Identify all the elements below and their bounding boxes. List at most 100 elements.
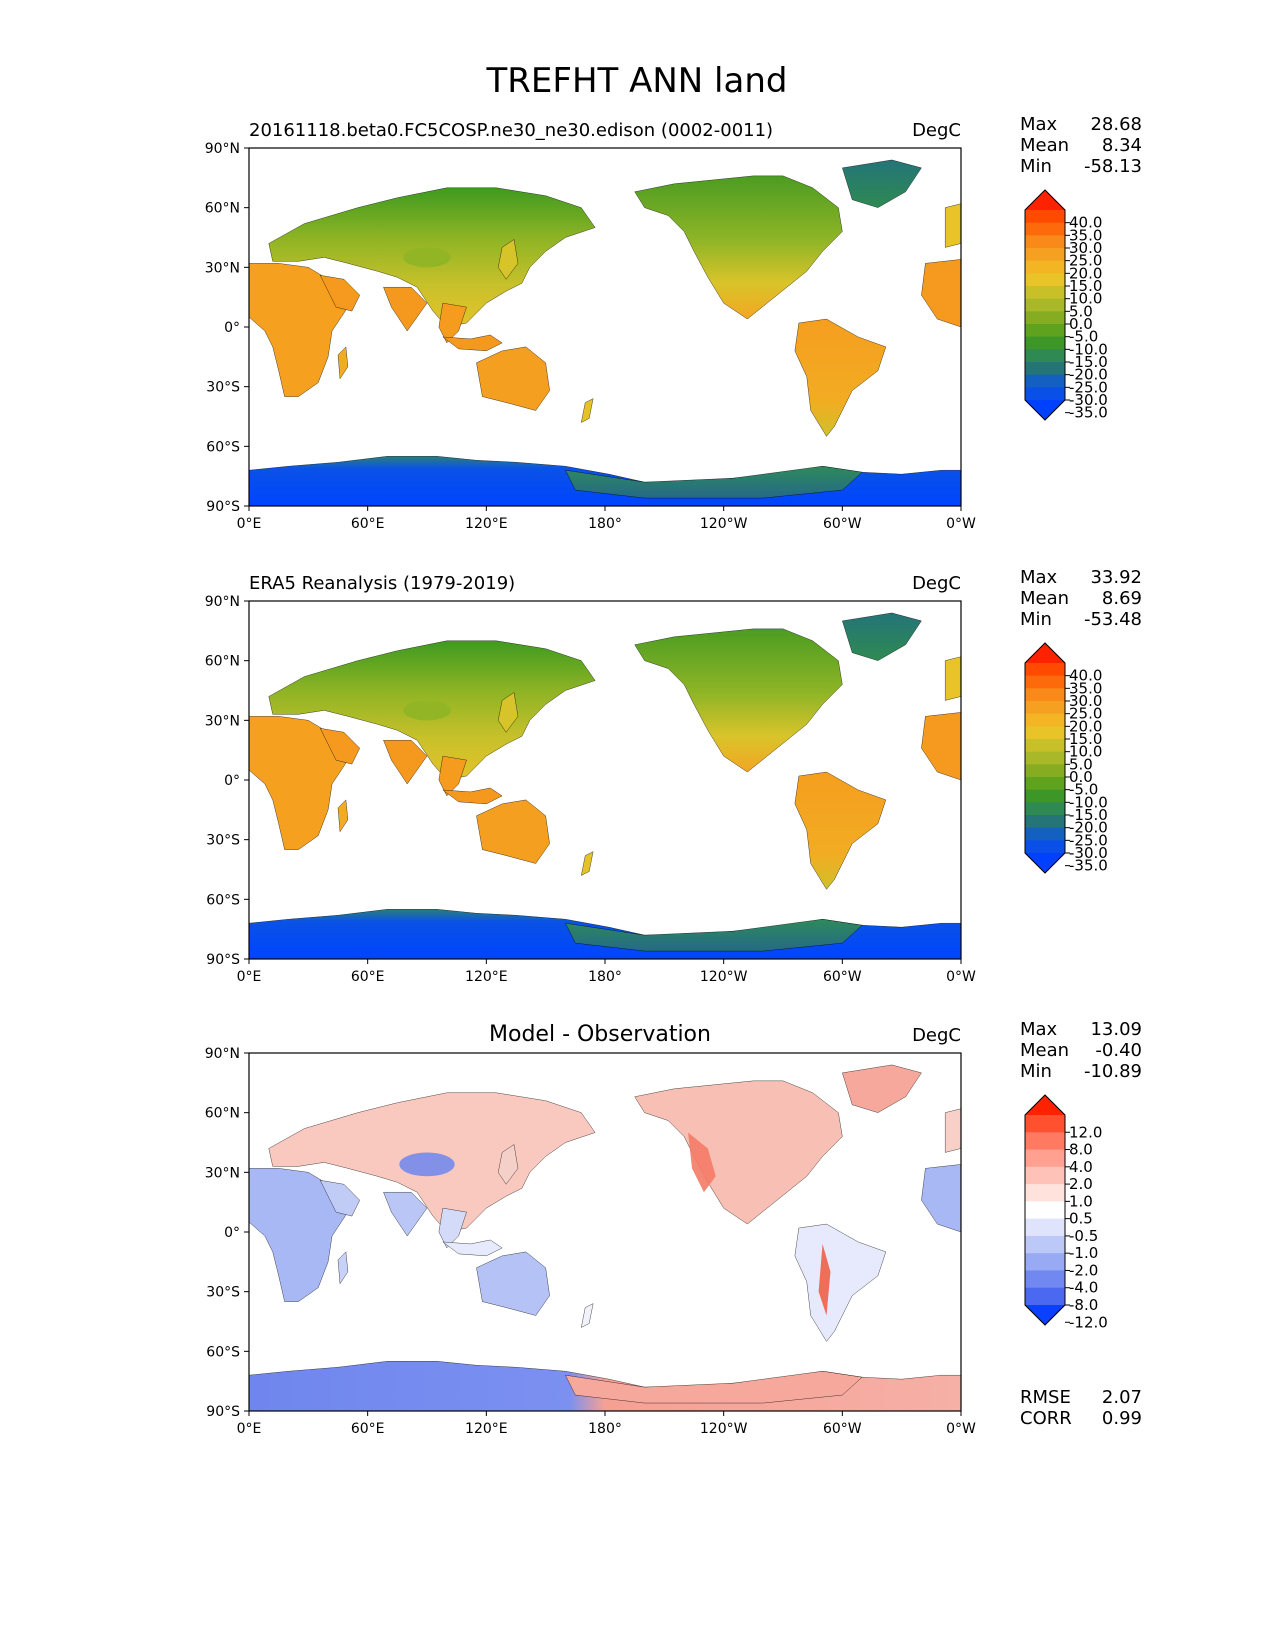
colorbar-swatch [1025,1218,1065,1237]
lat-tick-label: 60°S [206,892,240,908]
stat-label: Max [1020,1019,1058,1040]
colorbar-tick-label: 5.0 [1069,755,1093,773]
colorbar-tick-label: -8.0 [1069,1296,1098,1314]
colorbar-swatch [1025,1132,1065,1151]
colorbar-swatch [1025,1166,1065,1185]
colorbar-tick-label: 0.0 [1069,768,1093,786]
lon-tick-label: 0°E [237,1421,262,1437]
colorbar-swatch [1025,235,1065,249]
colorbar-extend-max [1025,1095,1065,1115]
lon-tick-label: 60°W [823,969,862,985]
colorbar-tick-label: -30.0 [1069,391,1108,409]
colorbar-tick-label: -25.0 [1069,831,1108,849]
colorbar-swatch [1025,827,1065,841]
panel-units: DegC [912,1025,961,1046]
colorbar-tick-label: 20.0 [1069,264,1102,282]
colorbar-swatch [1025,1270,1065,1289]
stat-value: 33.92 [1090,567,1142,588]
colorbar-swatch [1025,802,1065,816]
colorbar: 40.035.030.025.020.015.010.05.00.0-5.0-1… [1024,189,1108,422]
map-area [249,148,961,506]
na-land [635,1081,843,1224]
colorbar-tick-label: 2.0 [1069,1175,1093,1193]
lat-tick-label: 0° [224,320,240,336]
na-land [635,176,843,319]
colorbar-extend-min [1025,853,1065,873]
extra-stat-value: 0.99 [1102,1408,1142,1429]
andes-anomaly [818,1243,831,1316]
australia-land [476,800,549,864]
lon-tick-label: 60°E [351,969,385,985]
colorbar-tick-label: 12.0 [1069,1123,1102,1141]
stat-value: -53.48 [1084,609,1142,630]
colorbar-tick-label: -1.0 [1069,1244,1098,1262]
colorbar-extend-min [1025,1305,1065,1325]
europe-edge-land [945,657,961,701]
colorbar-swatch [1025,260,1065,274]
colorbar-tick-label: -5.0 [1069,781,1098,799]
lat-tick-label: 30°N [205,1165,240,1181]
map-area [249,601,961,959]
colorbar-swatch [1025,840,1065,854]
nz-land [581,852,593,876]
map-area [249,1053,961,1411]
colorbar-swatch [1025,1149,1065,1168]
panel-diff: Model - Observation DegC 90°N 60°N 30°N 0° 30°… [205,1019,1142,1437]
lat-tick-label: 90°N [205,141,240,157]
colorbar-swatch [1025,362,1065,376]
west-antarctica-land [565,1371,862,1403]
panel-title: ERA5 Reanalysis (1979-2019) [249,573,515,594]
arabia-land [320,1180,360,1216]
lon-tick-label: 60°W [823,1421,862,1437]
stat-label: Mean [1020,1040,1069,1061]
colorbar-swatch [1025,1235,1065,1254]
lon-tick-label: 60°W [823,516,862,532]
colorbar-swatch [1025,688,1065,702]
colorbar-tick-label: 25.0 [1069,705,1102,723]
colorbar-tick-label: -25.0 [1069,378,1108,396]
panel-units: DegC [912,120,961,141]
japan-land [498,1144,518,1184]
lat-tick-label: 90°N [205,594,240,610]
colorbar-tick-label: -5.0 [1069,328,1098,346]
colorbar-tick-label: 10.0 [1069,743,1102,761]
colorbar-tick-label: -10.0 [1069,793,1108,811]
lat-tick-label: 30°N [205,713,240,729]
madagascar-land [338,800,348,832]
colorbar-tick-label: 5.0 [1069,302,1093,320]
lat-tick-label: 60°N [205,654,240,670]
lon-tick-label: 120°W [700,969,748,985]
lon-tick-label: 0°E [237,969,262,985]
westafrica-edge-land [921,259,961,327]
colorbar-swatch [1025,701,1065,715]
sa-land [795,319,886,436]
colorbar-tick-label: -4.0 [1069,1279,1098,1297]
lon-tick-label: 120°E [465,1421,508,1437]
colorbar-tick-label: 0.5 [1069,1210,1093,1228]
panel-title: Model - Observation [489,1022,711,1047]
seasia-land [439,1208,467,1248]
colorbar-tick-label: -20.0 [1069,366,1108,384]
lon-tick-label: 120°E [465,516,508,532]
nz-land [581,1304,593,1328]
africa-land [249,1168,348,1301]
colorbar-swatch [1025,374,1065,388]
australia-land [476,347,549,411]
colorbar-tick-label: -0.5 [1069,1227,1098,1245]
colorbar-swatch [1025,713,1065,727]
lon-tick-label: 180° [588,969,622,985]
india-land [383,287,427,331]
colorbar-tick-label: -10.0 [1069,340,1108,358]
colorbar-tick-label: -30.0 [1069,844,1108,862]
arabia-land [320,275,360,311]
colorbar-swatch [1025,726,1065,740]
colorbar-swatch [1025,789,1065,803]
lat-tick-label: 90°S [206,499,240,515]
stat-value: 28.68 [1090,114,1142,135]
colorbar-swatch [1025,764,1065,778]
colorbar-swatch [1025,1287,1065,1306]
colorbar-swatch [1025,349,1065,363]
lon-tick-label: 0°W [946,1421,976,1437]
stat-label: Mean [1020,135,1069,156]
